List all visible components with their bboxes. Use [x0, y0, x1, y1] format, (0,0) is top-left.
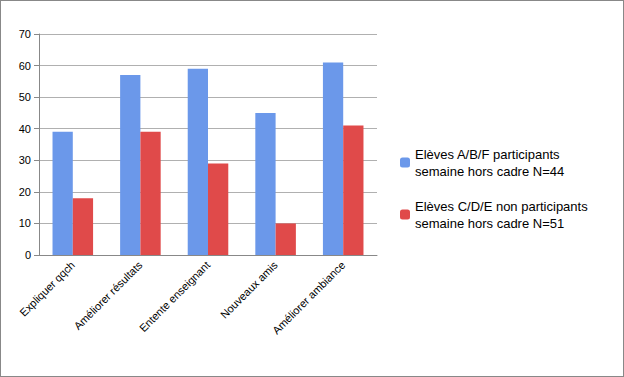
svg-text:50: 50	[19, 91, 31, 103]
svg-text:40: 40	[19, 123, 31, 135]
svg-text:60: 60	[19, 60, 31, 72]
svg-text:Elèves C/D/E non participants: Elèves C/D/E non participants	[415, 199, 591, 214]
svg-text:Améliorer résultats: Améliorer résultats	[71, 258, 145, 332]
svg-text:Entente enseignant: Entente enseignant	[137, 259, 212, 334]
svg-text:20: 20	[19, 186, 31, 198]
svg-text:0: 0	[25, 249, 31, 261]
svg-text:Nouveaux amis: Nouveaux amis	[218, 258, 280, 320]
svg-text:70: 70	[19, 28, 31, 40]
svg-text:semaine hors cadre N=44: semaine hors cadre N=44	[415, 164, 564, 179]
svg-text:Elèves A/B/F participants: Elèves A/B/F participants	[415, 147, 563, 162]
svg-text:10: 10	[19, 217, 31, 229]
svg-text:Améliorer ambiance: Améliorer ambiance	[270, 259, 348, 337]
svg-text:semaine hors cadre N=51: semaine hors cadre N=51	[415, 216, 564, 231]
svg-text:30: 30	[19, 154, 31, 166]
svg-text:Expliquer qqch: Expliquer qqch	[17, 259, 77, 319]
